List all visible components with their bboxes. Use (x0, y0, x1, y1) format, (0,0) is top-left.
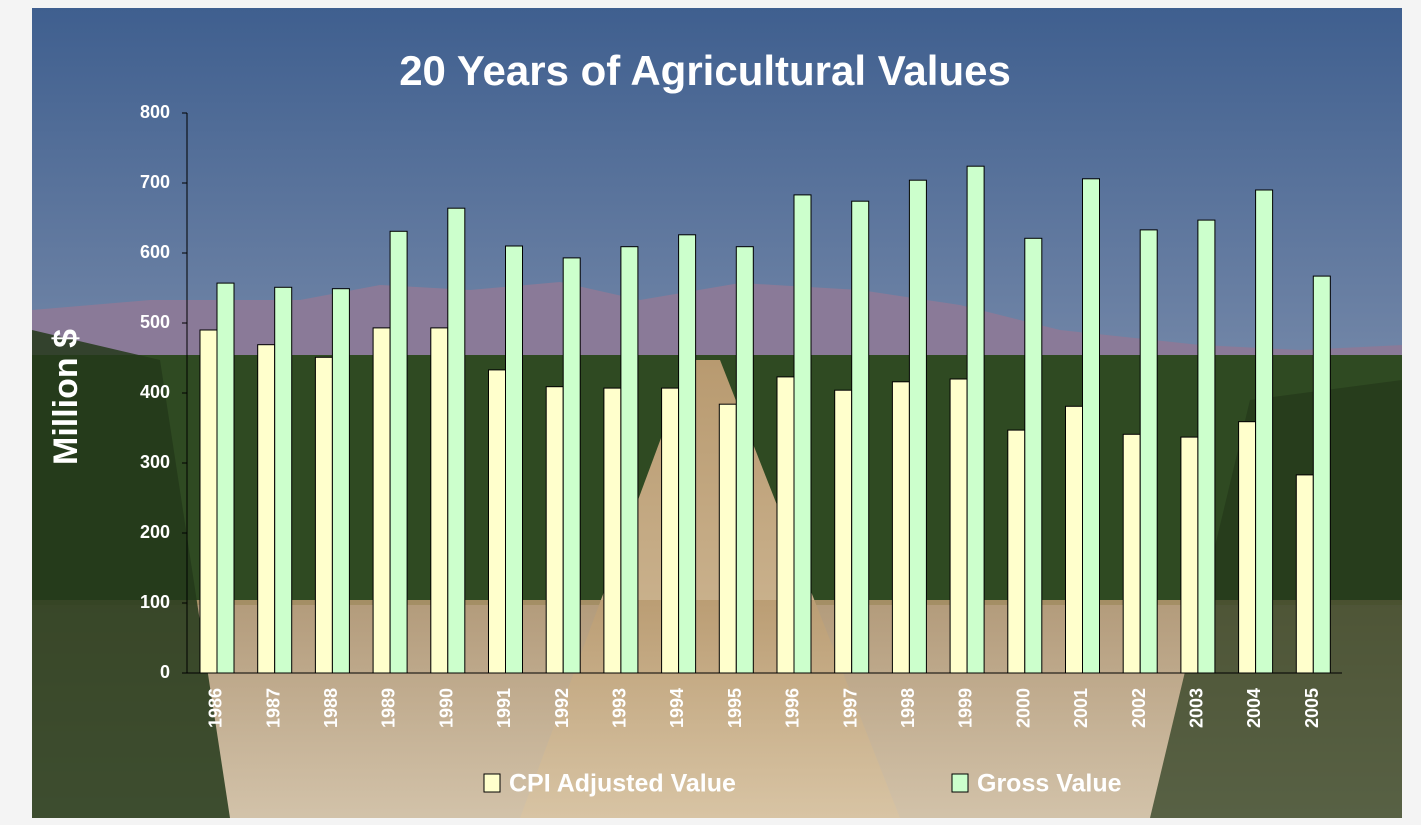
chart-title: 20 Years of Agricultural Values (399, 47, 1011, 94)
x-tick-label: 1991 (494, 688, 514, 728)
bar (390, 231, 407, 673)
bar (1008, 430, 1025, 673)
y-tick-label: 300 (140, 452, 170, 472)
x-tick-label: 1988 (321, 688, 341, 728)
bar (1123, 434, 1140, 673)
bar (719, 404, 736, 673)
x-tick-label: 2004 (1244, 688, 1264, 728)
chart: 20 Years of Agricultural Values Million … (0, 0, 1421, 825)
bar (1198, 220, 1215, 673)
legend-swatch (484, 774, 500, 792)
x-tick-label: 1994 (667, 688, 687, 728)
bar (835, 390, 852, 673)
bar (373, 328, 390, 673)
bar (621, 247, 638, 673)
bar (794, 195, 811, 673)
x-tick-label: 1986 (206, 688, 226, 728)
x-tick-label: 2005 (1302, 688, 1322, 728)
bar (604, 388, 621, 673)
bar (1181, 437, 1198, 673)
x-tick-label: 1992 (552, 688, 572, 728)
bar (546, 387, 563, 673)
bar (777, 377, 794, 673)
bar (967, 166, 984, 673)
bar (1140, 230, 1157, 673)
bar (448, 208, 465, 673)
bar (1083, 179, 1100, 673)
bar (679, 235, 696, 673)
x-tick-label: 2001 (1071, 688, 1091, 728)
x-tick-label: 1995 (725, 688, 745, 728)
bar (275, 287, 292, 673)
bar (1313, 276, 1330, 673)
x-tick-label: 1989 (379, 688, 399, 728)
bar (1025, 238, 1042, 673)
bar (563, 258, 580, 673)
y-tick-label: 800 (140, 102, 170, 122)
bar (662, 388, 679, 673)
x-tick-label: 1990 (436, 688, 456, 728)
legend-label: CPI Adjusted Value (509, 770, 736, 798)
x-tick-label: 1999 (956, 688, 976, 728)
y-tick-label: 100 (140, 592, 170, 612)
bar (852, 201, 869, 673)
x-tick-label: 2000 (1013, 688, 1033, 728)
x-tick-label: 1987 (263, 688, 283, 728)
y-tick-label: 400 (140, 382, 170, 402)
bar (431, 328, 448, 673)
y-tick-label: 700 (140, 172, 170, 192)
y-tick-label: 200 (140, 522, 170, 542)
x-tick-label: 1996 (783, 688, 803, 728)
x-tick-label: 2002 (1129, 688, 1149, 728)
x-tick-label: 1997 (840, 688, 860, 728)
bar (892, 382, 909, 673)
x-tick-label: 1998 (898, 688, 918, 728)
bar (506, 246, 523, 673)
bar (200, 330, 217, 673)
bar (736, 247, 753, 673)
bar (950, 379, 967, 673)
bar (258, 345, 275, 673)
bar (1296, 475, 1313, 673)
bar (217, 283, 234, 673)
y-tick-label: 600 (140, 242, 170, 262)
bar (489, 370, 506, 673)
y-axis-label: Million $ (47, 329, 85, 465)
bar (1256, 190, 1273, 673)
x-tick-label: 1993 (610, 688, 630, 728)
y-tick-label: 0 (160, 662, 170, 682)
y-tick-label: 500 (140, 312, 170, 332)
legend-swatch (952, 774, 968, 792)
x-tick-label: 2003 (1187, 688, 1207, 728)
legend-label: Gross Value (977, 770, 1122, 798)
bar (1239, 422, 1256, 673)
bar (909, 180, 926, 673)
bar (332, 289, 349, 673)
bar (315, 357, 332, 673)
bar (1066, 406, 1083, 673)
